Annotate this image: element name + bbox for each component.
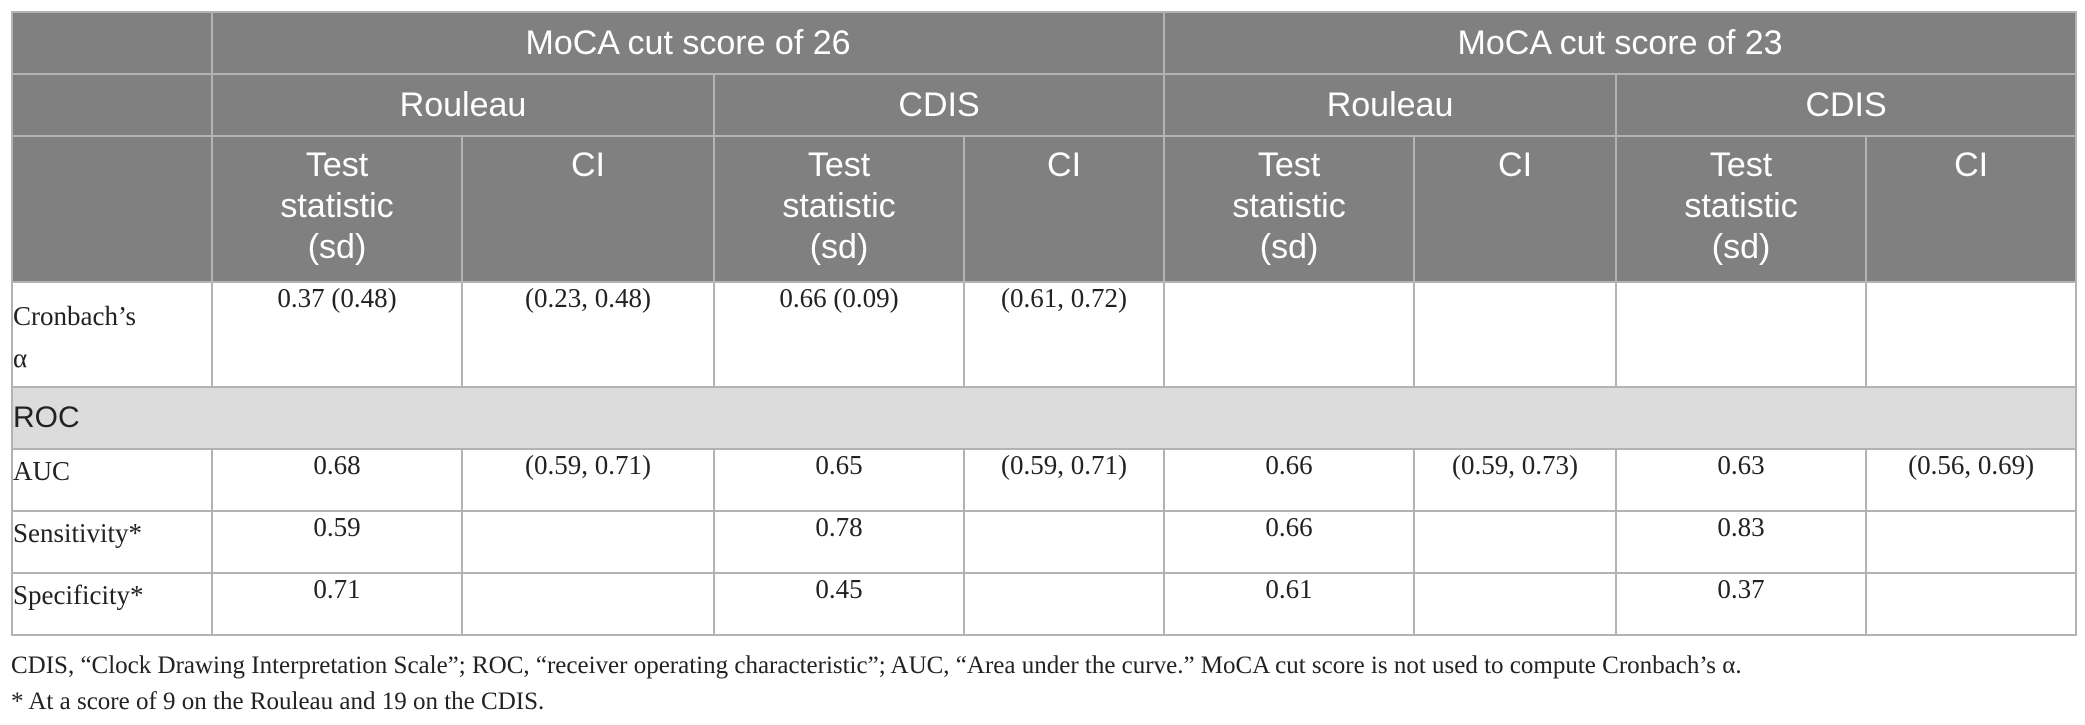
table-cell [1615, 281, 1868, 388]
table-cell: (0.59, 0.71) [962, 448, 1166, 512]
header-text: statistic [1684, 187, 1798, 225]
table-cell [461, 572, 715, 636]
table-cell: 0.71 [211, 572, 463, 636]
section-label-roc: ROC [10, 386, 2078, 450]
table-row-sensitivity: Sensitivity* 0.59 0.78 0.66 0.83 [11, 510, 2078, 574]
table-cell: 0.83 [1615, 510, 1868, 574]
table-footnote-abbreviations: CDIS, “Clock Drawing Interpretation Scal… [11, 652, 1742, 679]
header-ci: CI [461, 135, 715, 283]
table-row-cronbach: Cronbach’s α 0.37 (0.48) (0.23, 0.48) 0.… [11, 281, 2078, 388]
header-text: statistic [1232, 187, 1346, 225]
header-text: (sd) [1711, 228, 1771, 266]
header-corner [11, 135, 213, 283]
header-ci: CI [962, 135, 1166, 283]
row-label-auc: AUC [11, 448, 213, 512]
results-table: MoCA cut score of 26 MoCA cut score of 2… [10, 11, 2078, 636]
header-text: statistic [782, 187, 896, 225]
header-text: Test [1257, 146, 1321, 184]
table-cell [1413, 572, 1618, 636]
table-row-auc: AUC 0.68 (0.59, 0.71) 0.65 (0.59, 0.71) … [11, 448, 2078, 512]
table-cell [962, 572, 1166, 636]
table-cell [1865, 281, 2078, 388]
header-test-statistic: Test statistic (sd) [713, 135, 965, 283]
row-label-sensitivity: Sensitivity* [11, 510, 213, 574]
table-cell: 0.37 (0.48) [211, 281, 463, 388]
header-test-statistic: Test statistic (sd) [211, 135, 463, 283]
table-cell: 0.65 [713, 448, 965, 512]
header-row-scales: Rouleau CDIS Rouleau CDIS [11, 73, 2078, 137]
header-scale-cdis-23: CDIS [1615, 73, 2078, 137]
header-scale-rouleau-26: Rouleau [211, 73, 715, 137]
header-group-moca-23: MoCA cut score of 23 [1163, 11, 2078, 75]
table-cell: 0.66 [1163, 510, 1416, 574]
table-cell: 0.37 [1615, 572, 1868, 636]
table-cell [1865, 510, 2078, 574]
header-text: statistic [280, 187, 394, 225]
table-cell [1413, 510, 1618, 574]
table-cell: 0.61 [1163, 572, 1416, 636]
table-cell: (0.59, 0.71) [461, 448, 715, 512]
table-cell: (0.23, 0.48) [461, 281, 715, 388]
header-text: (sd) [1259, 228, 1319, 266]
table-cell: (0.56, 0.69) [1865, 448, 2078, 512]
header-corner [11, 11, 213, 75]
header-row-columns: Test statistic (sd) CI Test statistic (s… [11, 135, 2078, 283]
table-cell: (0.59, 0.73) [1413, 448, 1618, 512]
header-scale-rouleau-23: Rouleau [1163, 73, 1618, 137]
header-text: Test [305, 146, 369, 184]
table-cell: 0.66 (0.09) [713, 281, 965, 388]
table-cell [1865, 572, 2078, 636]
header-ci: CI [1865, 135, 2078, 283]
table-cell: 0.45 [713, 572, 965, 636]
header-row-cut-scores: MoCA cut score of 26 MoCA cut score of 2… [11, 11, 2078, 75]
header-test-statistic: Test statistic (sd) [1163, 135, 1416, 283]
table-cell: 0.68 [211, 448, 463, 512]
header-text: Test [1709, 146, 1773, 184]
header-group-moca-26: MoCA cut score of 26 [210, 11, 1166, 75]
table-footnote-threshold: * At a score of 9 on the Rouleau and 19 … [11, 688, 545, 715]
header-text: (sd) [307, 228, 367, 266]
header-ci: CI [1413, 135, 1618, 283]
table-cell [461, 510, 715, 574]
table-cell: 0.59 [211, 510, 463, 574]
header-scale-cdis-26: CDIS [712, 73, 1166, 137]
row-label-cronbach: Cronbach’s α [11, 281, 213, 388]
section-row-roc: ROC [10, 386, 2078, 450]
table-cell [962, 510, 1166, 574]
table-cell: 0.66 [1163, 448, 1416, 512]
row-label-text: α [13, 343, 28, 373]
table-cell: 0.63 [1615, 448, 1868, 512]
header-text: Test [807, 146, 871, 184]
header-text: (sd) [809, 228, 869, 266]
row-label-text: Cronbach’s [13, 301, 136, 331]
header-test-statistic: Test statistic (sd) [1615, 135, 1868, 283]
header-corner [11, 73, 213, 137]
table-cell [1163, 281, 1416, 388]
row-label-specificity: Specificity* [11, 572, 213, 636]
table-cell [1413, 281, 1618, 388]
table-cell: (0.61, 0.72) [962, 281, 1166, 388]
table-cell: 0.78 [713, 510, 965, 574]
table-row-specificity: Specificity* 0.71 0.45 0.61 0.37 [11, 572, 2078, 636]
